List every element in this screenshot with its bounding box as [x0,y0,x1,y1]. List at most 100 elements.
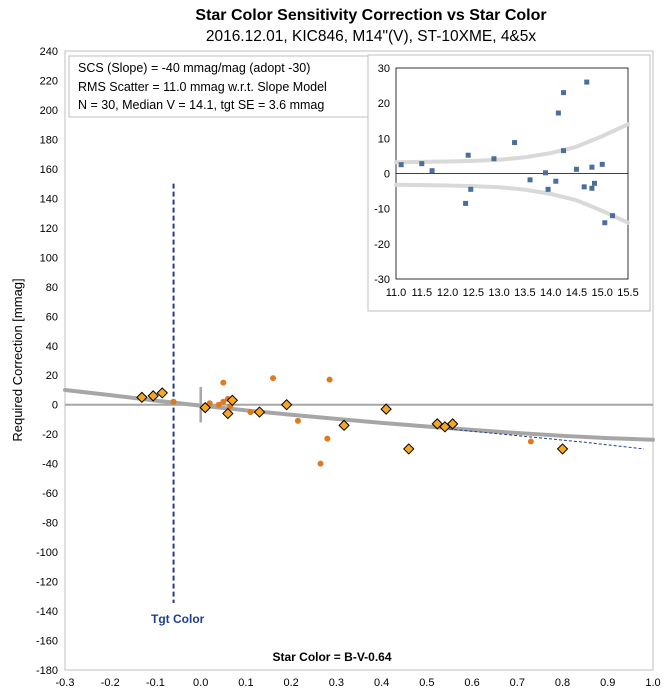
dot-point [270,375,277,382]
inset-point [398,162,404,168]
inset-x-tick-labels: 11.0 11.5 12.0 12.5 13.0 13.5 14.0 14.5 15.0 15.5 [386,287,639,299]
diamond-point [556,443,569,455]
y-tick-label: 180 [40,134,58,146]
inset-point [561,148,567,154]
inset-point [584,79,590,85]
dot-point [220,398,227,405]
x-tick-label: 0.7 [510,677,525,689]
stats-line-1: SCS (Slope) = -40 mmag/mag (adopt -30) [78,61,310,75]
inset-x-tick-label: 13.5 [514,287,535,299]
y-tick-label: 140 [40,193,58,205]
inset-chart: 30 20 10 0 -10 -20 -30 11.0 11.5 12.0 12.5 13.0 13.… [367,54,651,312]
diamond-series [136,387,569,455]
target-color-label: Tgt Color [151,612,205,626]
x-tick-label: 0.6 [464,677,479,689]
inset-point [581,184,587,190]
inset-point [527,177,533,183]
y-tick-label: 20 [46,370,58,382]
inset-point [543,170,549,176]
chart-subtitle: 2016.12.01, KIC846, M14"(V), ST-10XME, 4… [206,28,537,45]
inset-point [555,110,561,116]
inset-frame [367,54,651,312]
y-tick-label: -60 [42,488,58,500]
x-tick-labels: -0.3 -0.2 -0.1 0.0 0.1 0.2 0.3 0.4 0.5 0.6 0.7 0.8 0… [56,677,661,689]
stats-box [68,55,370,118]
inset-point [429,168,435,174]
inset-lower-band [394,182,630,225]
y-tick-label: 220 [40,75,58,87]
diamond-point [147,390,159,402]
inset-point [610,213,616,219]
inset-point [599,161,605,167]
adopted-slope-line [449,428,645,450]
y-tick-label: 240 [40,46,58,58]
inset-x-tick-label: 12.0 [437,287,458,299]
y-tick-label: 160 [40,164,58,176]
dot-point [324,435,331,442]
inset-point [491,156,497,162]
inset-y-tick-label: 0 [384,169,390,181]
inset-x-tick-label: 13.0 [488,287,509,299]
diamond-point [222,407,234,420]
dot-point [206,400,213,407]
diamond-point [280,399,293,411]
diamond-point [338,419,350,432]
diamond-point [446,418,459,430]
x-tick-label: 1.0 [645,677,660,689]
inset-x-tick-label: 11.5 [411,287,432,299]
y-tick-label: 200 [40,105,58,117]
inset-upper-band [394,122,630,165]
x-tick-label: 0.2 [284,677,299,689]
inset-point [553,178,559,184]
x-tick-label: 0.0 [193,677,208,689]
x-tick-label: 0.4 [374,677,389,689]
x-axis-label: Star Color = B-V-0.64 [272,650,391,664]
x-tick-label: 0.8 [555,677,570,689]
inset-y-tick-label: 20 [378,98,390,110]
inset-point [512,140,518,146]
xlabel-bg [262,644,410,668]
inset-x-tick-label: 11.0 [386,287,407,299]
stats-line-3: N = 30, Median V = 14.1, tgt SE = 3.6 mm… [78,98,324,112]
plot-area-frame [64,50,654,671]
inset-y-tick-label: 30 [378,63,390,75]
inset-point [589,164,595,170]
y-tick-label: -80 [42,518,58,530]
y-tick-label: 100 [40,252,58,264]
dot-point [294,417,301,424]
y-tick-label: -180 [36,665,58,677]
inset-point-series [398,79,616,226]
inset-x-tick-label: 15.0 [592,287,613,299]
dot-point [247,409,254,416]
inset-point [573,166,579,172]
y-tick-label: 120 [40,223,58,235]
x-tick-label: -0.3 [56,677,75,689]
x-tick-label: -0.2 [101,677,120,689]
inset-point [602,220,608,226]
dot-point [220,379,227,386]
inset-x-tick-label: 14.5 [566,287,587,299]
inset-x-tick-label: 12.5 [463,287,484,299]
inset-x-tick-label: 14.0 [540,287,561,299]
inset-point [591,180,597,186]
inset-y-tick-label: 10 [378,133,390,145]
diamond-point [403,443,415,455]
dot-point [326,376,333,383]
y-axis-label: Required Correction [mmag] [10,278,25,441]
diamond-point [253,406,266,418]
chart-title: Star Color Sensitivity Correction vs Sta… [195,7,546,24]
inset-y-tick-labels: 30 20 10 0 -10 -20 -30 [374,63,390,286]
diamond-point [199,401,211,414]
dot-point [170,398,177,405]
y-tick-label: -160 [36,636,58,648]
y-tick-label: -100 [36,547,58,559]
inset-point [463,200,469,206]
y-tick-label: 80 [46,282,58,294]
x-tick-label: 0.9 [600,677,615,689]
x-tick-label: -0.1 [146,677,165,689]
stats-line-2: RMS Scatter = 11.0 mmag w.r.t. Slope Mod… [78,80,327,94]
dot-series [170,375,534,467]
x-tick-label: 0.5 [419,677,434,689]
y-tick-label: 0 [52,400,58,412]
diamond-point [136,391,148,404]
